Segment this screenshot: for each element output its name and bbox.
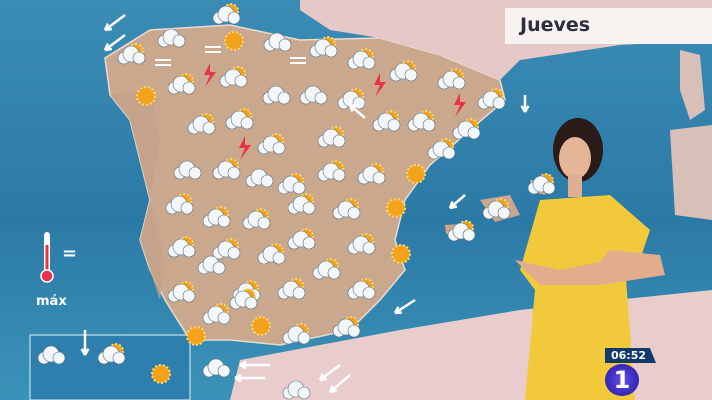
cloud-icon [262,85,291,105]
cloud-rain-sun-icon [202,206,231,228]
cloud-sun-icon [229,288,258,310]
cloud-sun-icon [219,66,248,88]
cloud-icon [197,255,226,275]
cloud-sun-icon [309,36,338,58]
sun-icon [251,316,271,336]
cloud-rain-sun-icon [372,110,401,132]
cloud-rain-sun-icon [312,258,341,280]
cloud-sun-icon [527,173,556,195]
wind-arrow-icon [394,298,416,315]
cloud-icon [37,345,66,365]
cloud-sun-icon [212,3,241,25]
sun-icon [186,326,206,346]
wind-arrowhead [239,360,247,370]
cloud-rain-sun-icon [167,236,196,258]
wind-arrowhead [328,385,338,394]
wind-arrow-icon [104,34,126,51]
cloud-sun-icon [347,48,376,70]
cloud-sun-icon [97,343,126,365]
cloud-sun-icon [332,198,361,220]
cloud-rain-sun-icon [167,281,196,303]
cloud-sun-icon [357,163,386,185]
wind-arrowhead [318,373,328,382]
cloud-rain-sun-icon [427,138,456,160]
cloud-icon [282,380,311,400]
cloud-icon [173,160,202,180]
sun-icon [386,198,406,218]
portugal [110,90,165,300]
lightning-icon [204,63,216,87]
wind-arrowhead [234,373,242,383]
cloud-sun-icon [277,278,306,300]
wind-arrowhead [103,23,113,32]
wind-arrowhead [103,43,113,52]
cloud-sun-icon [257,243,286,265]
cloud-rain-sun-icon [277,173,306,195]
sun-icon [136,86,156,106]
legend-equal-symbol: = [62,243,78,264]
wind-arrowhead [448,201,458,210]
lightning-icon [454,93,466,117]
cloud-sun-icon [347,233,376,255]
lightning-icon [374,73,386,97]
cloud-rain-sun-icon [452,118,481,140]
cloud-icon [157,28,186,48]
wind-arrowhead [393,306,403,315]
day-banner: Jueves [505,8,712,44]
cloud-sun-icon [389,60,418,82]
wind-arrow-icon [329,374,351,393]
cloud-sun-icon [257,133,286,155]
wind-arrow-icon [319,364,341,381]
cloud-rain-sun-icon [287,193,316,215]
legend-max-label: máx [36,294,67,309]
cloud-sun-icon [477,88,506,110]
wind-arrowhead [348,103,358,112]
fog-icon [205,46,221,53]
sun-icon [391,244,411,264]
fog-icon [290,57,306,64]
cloud-rain-sun-icon [212,238,241,260]
cloud-sun-icon [117,43,146,65]
wind-arrowhead [80,348,90,356]
cloud-icon [299,85,328,105]
cloud-rain-sun-icon [447,220,476,242]
cloud-icon [202,358,231,378]
thermometer-icon [40,232,54,283]
cloud-rain-sun-icon [282,323,311,345]
cloud-sun-icon [347,278,376,300]
wind-arrow-icon [104,14,126,31]
wind-arrow-icon [449,194,466,209]
cloud-sun-icon [225,108,254,130]
cloud-sun-icon [242,208,271,230]
cloud-sun-icon [317,126,346,148]
wind-arrow-icon [349,104,366,119]
corsica-sardinia [670,50,712,220]
cloud-rain-sun-icon [165,193,194,215]
fog-icon [155,59,171,66]
cloud-sun-icon [212,158,241,180]
cloud-sun-icon [167,73,196,95]
cloud-sun-icon [202,303,231,325]
cloud-rain-sun-icon [482,198,511,220]
cloud-sun-icon [332,316,361,338]
cloud-sun-icon [407,110,436,132]
cloud-icon [263,32,292,52]
day-label: Jueves [520,14,591,36]
cloud-rain-sun-icon [187,113,216,135]
cloud-sun-icon [317,160,346,182]
sun-icon [151,364,171,384]
lightning-icon [239,136,251,160]
iberian-peninsula [104,24,506,346]
cloud-icon [245,168,274,188]
sun-icon [406,164,426,184]
cloud-rain-sun-icon [287,228,316,250]
sun-icon [224,31,244,51]
channel-logo: 1 [605,364,639,396]
wind-arrowhead [520,105,530,113]
cloud-sun-icon [437,68,466,90]
clock: 06:52 [605,348,657,363]
